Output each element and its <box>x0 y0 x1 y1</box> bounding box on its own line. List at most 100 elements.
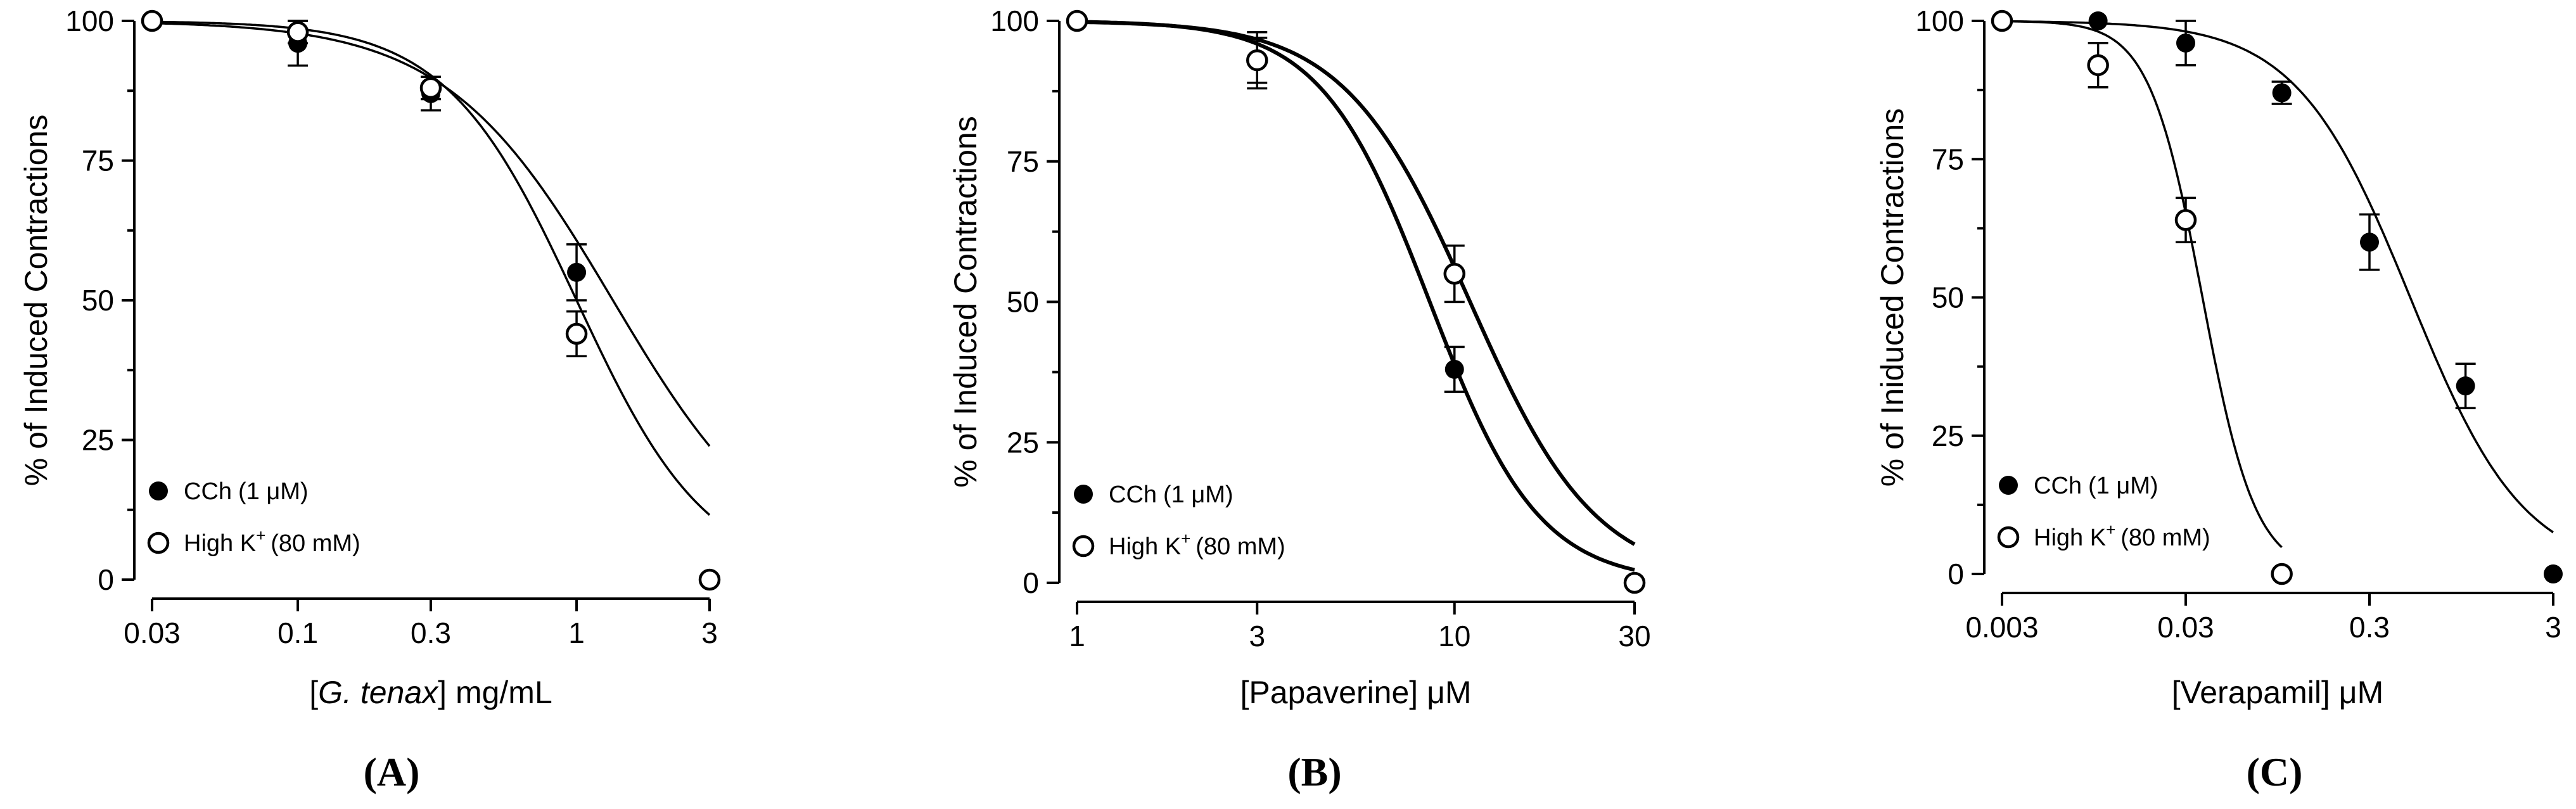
x-tick-label: 0.03 <box>124 616 181 649</box>
y-tick-label: 50 <box>82 284 114 317</box>
y-axis-title: % of Iniduced Contractions <box>1875 108 1910 487</box>
y-tick-label: 100 <box>990 4 1039 37</box>
data-point <box>698 568 721 591</box>
x-tick-label: 10 <box>1438 620 1470 653</box>
panel-a: 0 25 50 75 100 0.03 0.1 0.3 1 3 % of Induced Contr… <box>18 4 721 794</box>
legend-suffix: (80 mM) <box>1196 533 1285 560</box>
y-tick-label: 50 <box>1932 281 1964 314</box>
data-point <box>565 322 588 345</box>
x-axis-title: [G. tenax] mg/mL <box>309 675 552 710</box>
data-point <box>2272 83 2292 103</box>
data-point <box>1066 10 1088 32</box>
data-point <box>1246 49 1268 72</box>
data-point <box>2176 33 2195 53</box>
y-tick-label: 100 <box>1915 4 1964 37</box>
x-axis-title-part: [ <box>309 675 318 710</box>
x-axis-title-part: ] mg/mL <box>438 675 552 710</box>
x-tick-label: 0.1 <box>277 616 318 649</box>
y-axis-title: % of Induced Contractions <box>948 116 983 487</box>
panel-b: 0 25 50 75 100 1 3 10 30 % of Induced Contraction… <box>948 4 1651 794</box>
x-axis-title-part: [Verapamil] μM <box>2172 675 2383 710</box>
legend-suffix: (80 mM) <box>2120 525 2210 551</box>
legend-name: High K <box>184 530 256 557</box>
panel-c: 0 25 50 75 100 0.003 0.03 0.3 3 % of Iniduced Con… <box>1875 4 2563 794</box>
panel-label: (C) <box>2247 749 2303 794</box>
data-point <box>2456 376 2475 396</box>
x-tick-label: 0.003 <box>1965 611 2038 644</box>
legend-marker <box>1999 476 2018 495</box>
data-point <box>2174 209 2197 231</box>
legend-label: CCh (1 μM) <box>1109 481 1234 508</box>
x-axis-title-part: [Papaverine] μM <box>1240 675 1471 710</box>
panel-label: (B) <box>1287 749 1341 794</box>
data-point <box>2088 11 2108 30</box>
data-point <box>2544 564 2563 583</box>
data-point <box>567 262 587 282</box>
x-tick-label: 1 <box>1069 620 1085 653</box>
y-tick-label: 25 <box>1007 426 1039 459</box>
y-tick-label: 0 <box>1948 557 1964 590</box>
series-cch <box>1993 11 2563 583</box>
x-tick-label: 0.3 <box>411 616 451 649</box>
y-tick-label: 0 <box>98 563 114 596</box>
legend-name: CCh <box>2034 473 2082 499</box>
legend-marker <box>147 532 170 554</box>
data-point <box>419 77 442 99</box>
data-point <box>1444 359 1464 379</box>
data-point <box>286 21 309 43</box>
legend-suffix: (1 μM) <box>2088 473 2158 499</box>
fit-curve <box>151 20 711 516</box>
panel-label: (A) <box>364 749 420 794</box>
legend-superscript: + <box>2106 520 2115 539</box>
data-point <box>141 10 163 32</box>
y-tick-label: 100 <box>65 4 114 37</box>
legend-marker <box>149 481 168 500</box>
legend-suffix: (1 μM) <box>238 478 309 505</box>
x-tick-label: 1 <box>568 616 585 649</box>
x-axis-title-part: G. tenax <box>318 675 439 710</box>
data-point <box>1443 262 1466 285</box>
data-point <box>1623 571 1646 594</box>
x-tick-label: 0.3 <box>2349 611 2390 644</box>
legend-name: CCh <box>1109 481 1157 508</box>
x-tick-label: 3 <box>1249 620 1265 653</box>
legend-name: High K <box>2034 525 2106 551</box>
legend-suffix: (1 μM) <box>1163 481 1234 508</box>
legend-marker <box>1997 526 2020 549</box>
x-axis-title: [Papaverine] μM <box>1240 675 1471 710</box>
fit-curve <box>1076 20 1635 572</box>
legend-label: High K+ (80 mM) <box>1109 529 1285 560</box>
legend-name: CCh <box>184 478 232 505</box>
x-tick-label: 30 <box>1618 620 1650 653</box>
legend-marker <box>1072 535 1095 557</box>
legend-label: CCh (1 μM) <box>2034 473 2158 499</box>
y-tick-label: 0 <box>1023 566 1039 599</box>
y-tick-label: 50 <box>1007 286 1039 319</box>
y-axis-title: % of Induced Contractions <box>18 115 54 486</box>
y-tick-label: 25 <box>1932 419 1964 452</box>
fit-curve <box>1076 20 1636 546</box>
x-tick-label: 0.03 <box>2157 611 2214 644</box>
series-high-k <box>1991 10 2293 585</box>
x-axis-title: [Verapamil] μM <box>2172 675 2383 710</box>
data-point <box>2271 563 2293 585</box>
y-tick-label: 75 <box>1932 143 1964 175</box>
y-tick-label: 25 <box>82 424 114 457</box>
legend-marker <box>1074 485 1093 504</box>
data-point <box>1991 10 2013 32</box>
series-high-k <box>141 10 721 591</box>
legend-label: High K+ (80 mM) <box>2034 520 2210 551</box>
x-tick-label: 3 <box>701 616 718 649</box>
legend-suffix: (80 mM) <box>271 530 360 557</box>
legend-superscript: + <box>256 526 265 545</box>
x-tick-label: 3 <box>2545 611 2561 644</box>
data-point <box>2360 233 2379 252</box>
legend-superscript: + <box>1181 529 1190 548</box>
data-point <box>2087 54 2109 77</box>
fit-curve <box>2002 20 2283 549</box>
series-high-k <box>1066 10 1646 594</box>
y-tick-label: 75 <box>1007 145 1039 178</box>
legend-label: CCh (1 μM) <box>184 478 309 505</box>
legend-label: High K+ (80 mM) <box>184 526 360 557</box>
